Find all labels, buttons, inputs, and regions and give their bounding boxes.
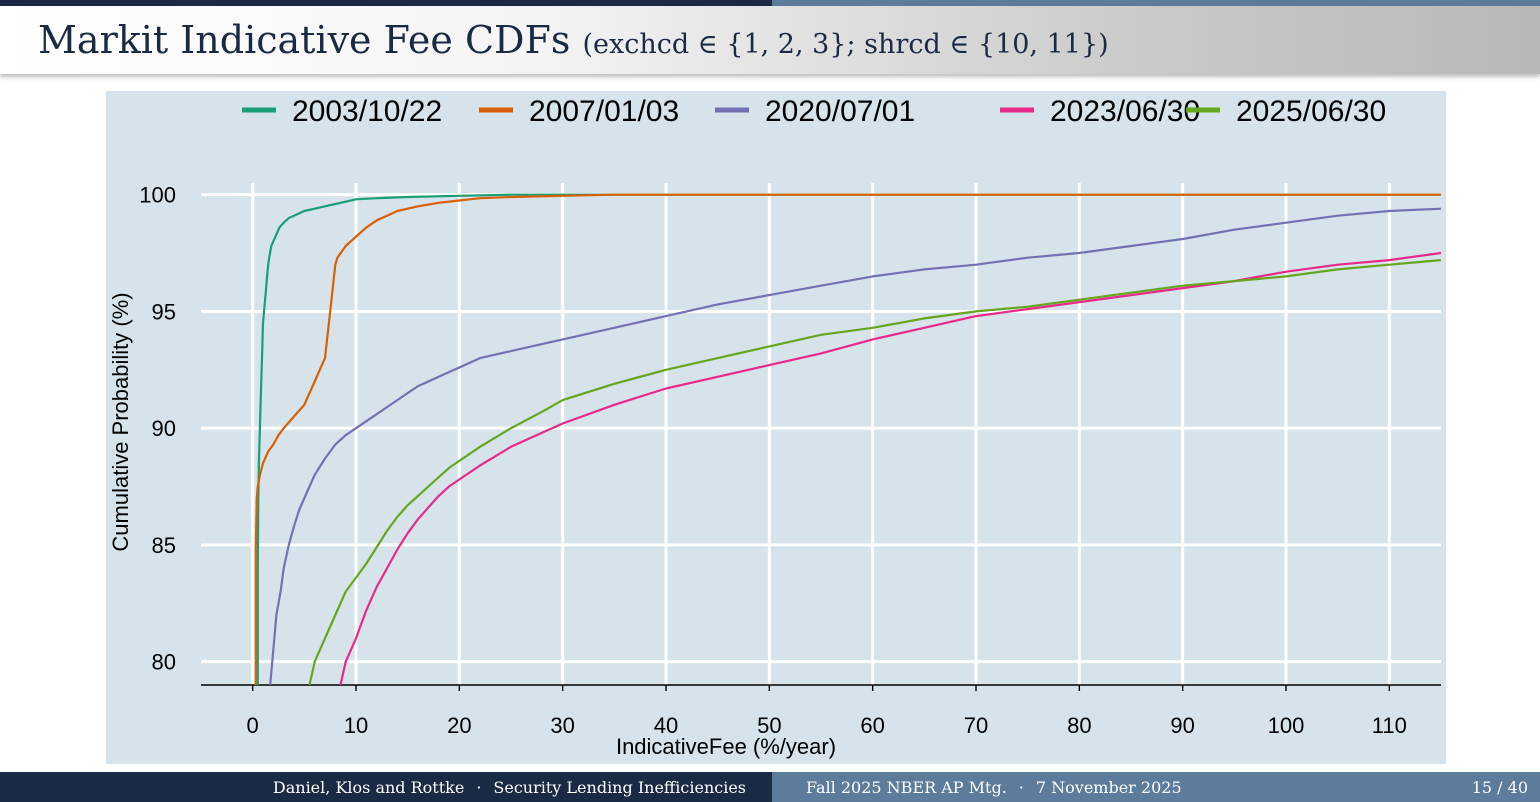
x-tick-label: 0 bbox=[247, 713, 259, 738]
y-tick-label: 100 bbox=[139, 183, 176, 208]
top-accent-bar bbox=[0, 0, 1540, 6]
x-tick-label: 90 bbox=[1170, 713, 1194, 738]
footer-left: Daniel, Klos and Rottke · Security Lendi… bbox=[0, 772, 772, 802]
chart-panel: 0 10 20 30 40 50 60 70 80 90 100 110 80 85 90 95 100 Indi… bbox=[106, 91, 1446, 764]
legend-label-2: 2007/01/03 bbox=[529, 95, 679, 128]
y-tick-label: 90 bbox=[152, 416, 176, 441]
x-tick-label: 40 bbox=[654, 713, 678, 738]
cdf-chart: 0 10 20 30 40 50 60 70 80 90 100 110 80 85 90 95 100 Indi… bbox=[106, 91, 1446, 764]
legend-label-4: 2023/06/30 bbox=[1050, 95, 1200, 128]
footer-separator: · bbox=[476, 777, 482, 797]
series-line-4 bbox=[339, 251, 1441, 685]
footer-right: Fall 2025 NBER AP Mtg. · 7 November 2025… bbox=[772, 772, 1540, 802]
y-tick-label: 95 bbox=[152, 299, 176, 324]
legend-label-1: 2003/10/22 bbox=[292, 95, 442, 128]
top-accent-bar-left bbox=[0, 0, 772, 6]
footer: Daniel, Klos and Rottke · Security Lendi… bbox=[0, 772, 1540, 802]
y-axis-label: Cumulative Probability (%) bbox=[108, 292, 133, 551]
title-bar: Markit Indicative Fee CDFs (exchcd ∈ {1,… bbox=[0, 6, 1540, 74]
x-tick-label: 80 bbox=[1067, 713, 1091, 738]
x-tick-label: 110 bbox=[1372, 713, 1407, 738]
x-tick-label: 20 bbox=[447, 713, 471, 738]
y-tick-label: 85 bbox=[152, 533, 176, 558]
footer-separator-2: · bbox=[1018, 777, 1024, 797]
series-line-2 bbox=[254, 193, 1441, 685]
top-accent-bar-right bbox=[772, 0, 1540, 6]
legend-label-3: 2020/07/01 bbox=[765, 95, 915, 128]
footer-date: 7 November 2025 bbox=[1035, 777, 1182, 797]
y-tick-label: 80 bbox=[152, 650, 176, 675]
x-tick-label: 100 bbox=[1268, 713, 1305, 738]
x-tick-label: 70 bbox=[964, 713, 988, 738]
series-line-1 bbox=[256, 193, 1441, 685]
x-tick-label: 60 bbox=[860, 713, 884, 738]
slide-title-main: Markit Indicative Fee CDFs bbox=[38, 18, 571, 62]
x-tick-label: 10 bbox=[344, 713, 368, 738]
x-tick-label: 30 bbox=[550, 713, 574, 738]
legend-label-5: 2025/06/30 bbox=[1236, 95, 1386, 128]
x-tick-label: 50 bbox=[757, 713, 781, 738]
slide-title: Markit Indicative Fee CDFs (exchcd ∈ {1,… bbox=[38, 18, 1109, 62]
series-line-5 bbox=[308, 259, 1441, 685]
page-number: 15 / 40 bbox=[1471, 778, 1528, 797]
series-line-3 bbox=[269, 207, 1441, 685]
footer-short-title: Security Lending Inefficiencies bbox=[493, 777, 746, 797]
footer-event: Fall 2025 NBER AP Mtg. bbox=[806, 777, 1007, 797]
footer-authors: Daniel, Klos and Rottke bbox=[272, 777, 465, 797]
x-axis-label: IndicativeFee (%/year) bbox=[616, 734, 836, 759]
slide-subtitle: (exchcd ∈ {1, 2, 3}; shrcd ∈ {10, 11}) bbox=[582, 29, 1109, 60]
